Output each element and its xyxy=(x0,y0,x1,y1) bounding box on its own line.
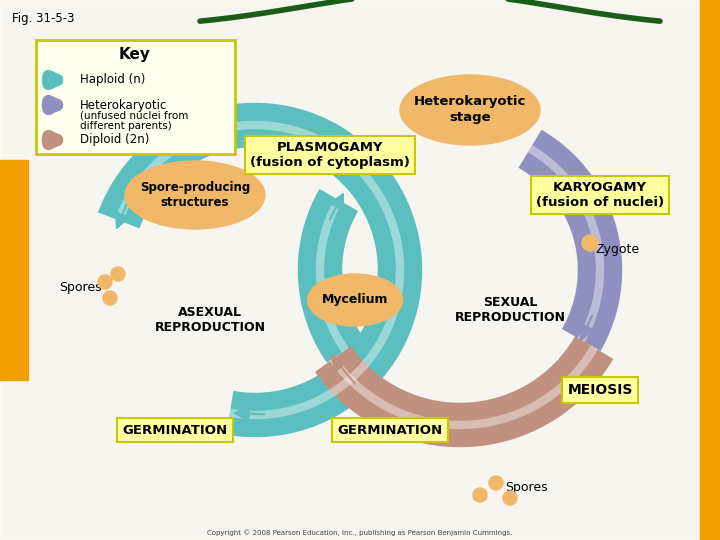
Text: Diploid (2n): Diploid (2n) xyxy=(80,133,149,146)
Circle shape xyxy=(111,267,125,281)
Text: different parents): different parents) xyxy=(80,121,172,131)
FancyBboxPatch shape xyxy=(36,40,235,154)
Text: ASEXUAL
REPRODUCTION: ASEXUAL REPRODUCTION xyxy=(155,306,266,334)
Bar xyxy=(0,160,28,380)
Text: KARYOGAMY
(fusion of nuclei): KARYOGAMY (fusion of nuclei) xyxy=(536,181,664,209)
Text: Zygote: Zygote xyxy=(595,244,639,256)
Text: PLASMOGAMY
(fusion of cytoplasm): PLASMOGAMY (fusion of cytoplasm) xyxy=(250,141,410,169)
Text: Heterokaryotic
stage: Heterokaryotic stage xyxy=(414,96,526,125)
Text: SEXUAL
REPRODUCTION: SEXUAL REPRODUCTION xyxy=(454,296,565,324)
Text: Spores: Spores xyxy=(505,482,548,495)
Text: MEIOSIS: MEIOSIS xyxy=(567,383,633,397)
Ellipse shape xyxy=(400,75,540,145)
Circle shape xyxy=(473,488,487,502)
Circle shape xyxy=(503,491,517,505)
Circle shape xyxy=(103,291,117,305)
Ellipse shape xyxy=(307,274,402,326)
Circle shape xyxy=(582,235,598,251)
Text: (unfused nuclei from: (unfused nuclei from xyxy=(80,111,189,121)
Bar xyxy=(700,0,720,540)
Circle shape xyxy=(489,476,503,490)
Ellipse shape xyxy=(125,161,265,229)
Text: Fig. 31-5-3: Fig. 31-5-3 xyxy=(12,12,74,25)
Text: GERMINATION: GERMINATION xyxy=(338,423,443,436)
Text: GERMINATION: GERMINATION xyxy=(122,423,228,436)
Text: Heterokaryotic: Heterokaryotic xyxy=(80,98,167,111)
Text: Spore-producing
structures: Spore-producing structures xyxy=(140,180,250,210)
Text: Haploid (n): Haploid (n) xyxy=(80,73,145,86)
Circle shape xyxy=(98,275,112,289)
Text: Mycelium: Mycelium xyxy=(322,294,388,307)
Text: Key: Key xyxy=(119,48,151,63)
Text: Spores: Spores xyxy=(59,281,102,294)
Text: Copyright © 2008 Pearson Education, Inc., publishing as Pearson Benjamin Cumming: Copyright © 2008 Pearson Education, Inc.… xyxy=(207,530,513,536)
